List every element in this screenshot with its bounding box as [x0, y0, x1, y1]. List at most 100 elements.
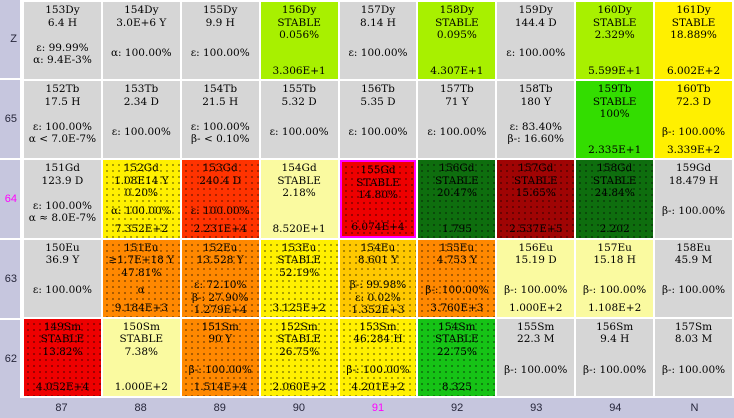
decay-modes: ε: 83.40% β-: 16.60% — [508, 121, 565, 146]
nuclide-cell-157Eu[interactable]: 157Eu 15.18 H β-: 100.00% 1.108E+2 — [576, 239, 654, 317]
decay-modes: ε: 100.00% — [348, 126, 407, 139]
nuclide-cell-155Dy[interactable]: 155Dy 9.9 H ε: 100.00% — [181, 2, 259, 80]
nuclide-cell-152Sm[interactable]: 152Sm STABLE 26.75% 2.060E+2 — [260, 318, 338, 396]
nuclide-name: 152Tb — [45, 83, 80, 96]
nuclide-cell-157Gd[interactable]: 157Gd STABLE 15.65% 2.537E+5 — [497, 160, 575, 238]
nuclide-abundance: 0.095% — [436, 29, 477, 41]
nuclide-cell-156Eu[interactable]: 156Eu 15.19 D β-: 100.00% 1.000E+2 — [497, 239, 575, 317]
decay-mode: β-: 100.00% — [661, 363, 726, 376]
nuclide-cell-150Eu[interactable]: 150Eu 36.9 Y ε: 100.00% — [24, 239, 101, 317]
nuclide-halflife: 9.4 H — [600, 333, 630, 346]
nuclide-cell-153Sm[interactable]: 153Sm 46.284 H β-: 100.00% 4.201E+2 — [339, 318, 417, 396]
nuclide-cell-161Dy[interactable]: 161Dy STABLE 18.889% 6.002E+2 — [655, 2, 732, 80]
nuclide-cell-154Eu[interactable]: 154Eu 8.601 Y β-: 99.98% ε: 0.02% 1.352E+3 — [339, 239, 417, 317]
nuclide-cell-154Tb[interactable]: 154Tb 21.5 H ε: 100.00% β- < 0.10% — [181, 81, 259, 159]
nuclide-cell-156Sm[interactable]: 156Sm 9.4 H β-: 100.00% — [576, 318, 654, 396]
nuclide-cell-153Dy[interactable]: 153Dy 6.4 H ε: 99.99% α: 9.4E-3% — [24, 2, 101, 80]
nuclide-cell-158Eu[interactable]: 158Eu 45.9 M β-: 100.00% — [655, 239, 732, 317]
nuclide-cell-150Sm[interactable]: 150Sm STABLE 7.38% 1.000E+2 — [102, 318, 180, 396]
cross-section-value: 1.352E+3 — [351, 304, 405, 317]
nuclide-cell-155Eu[interactable]: 155Eu 4.753 Y β-: 100.00% 3.760E+3 — [418, 239, 496, 317]
nuclide-name: 157Dy — [360, 4, 396, 16]
nuclide-name: 155Tb — [282, 83, 316, 96]
nuclide-name: 153Sm — [359, 320, 397, 333]
decay-modes: β-: 100.00% — [583, 284, 646, 297]
decay-mode: α: 100.00% — [110, 205, 172, 218]
decay-modes: ε: 100.00% — [270, 126, 329, 139]
decay-mode: ε: 100.00% — [111, 126, 171, 139]
decay-modes: β-: 100.00% — [346, 364, 409, 377]
decay-modes: β-: 100.00% — [662, 126, 725, 139]
nuclide-name: 153Dy — [45, 4, 80, 16]
nuclide-cell-160Dy[interactable]: 160Dy STABLE 2.329% 5.599E+1 — [576, 2, 654, 80]
n-axis-label: 94 — [609, 402, 622, 414]
nuclide-name: 160Dy — [597, 4, 632, 16]
nuclide-cell-159Gd[interactable]: 159Gd 18.479 H β-: 100.00% — [655, 160, 732, 238]
z-axis-label: 63 — [0, 240, 20, 318]
nuclide-name: 151Gd — [44, 162, 81, 175]
nuclide-cell-149Sm[interactable]: 149Sm STABLE 13.82% 4.052E+4 — [24, 318, 101, 396]
cross-section-value: 1.279E+4 — [193, 304, 247, 317]
cross-section-value: 8.520E+1 — [272, 223, 326, 236]
nuclide-cell-158Dy[interactable]: 158Dy STABLE 0.095% 4.307E+1 — [418, 2, 496, 80]
nuclide-cell-152Tb[interactable]: 152Tb 17.5 H ε: 100.00% α < 7.0E-7% — [24, 81, 101, 159]
nuclide-abundance: 7.38% — [124, 345, 158, 358]
cross-section-value: 3.760E+3 — [430, 302, 484, 315]
nuclide-cell-153Gd[interactable]: 153Gd 240.4 D ε: 100.00% 2.231E+4 — [181, 160, 259, 238]
decay-modes: β-: 100.00% — [583, 364, 646, 377]
decay-mode: β- < 0.10% — [190, 133, 250, 146]
nuclide-name: 154Eu — [360, 241, 396, 254]
nuclide-cell-155Tb[interactable]: 155Tb 5.32 D ε: 100.00% — [260, 81, 338, 159]
decay-mode: ε: 100.00% — [32, 284, 92, 297]
n-axis-label: 93 — [530, 402, 543, 414]
nuclide-cell-160Tb[interactable]: 160Tb 72.3 D β-: 100.00% 3.339E+2 — [655, 81, 732, 159]
cross-section-value: 2.335E+1 — [588, 143, 642, 156]
nuclide-name: 157Sm — [674, 320, 713, 333]
nuclide-cell-157Tb[interactable]: 157Tb 71 Y ε: 100.00% — [418, 81, 496, 159]
nuclide-cell-158Tb[interactable]: 158Tb 180 Y ε: 83.40% β-: 16.60% — [497, 81, 575, 159]
nuclide-halflife: 17.5 H — [44, 95, 81, 108]
nuclide-halflife: 144.4 D — [514, 16, 557, 29]
decay-mode: ε: 100.00% — [32, 120, 92, 133]
cross-section-value: 3.125E+2 — [272, 302, 326, 315]
nuclide-cell-154Sm[interactable]: 154Sm STABLE 22.75% 8.325 — [418, 318, 496, 396]
nuclide-cell-158Gd[interactable]: 158Gd STABLE 24.84% 2.202 — [576, 160, 654, 238]
nuclide-cell-155Gd[interactable]: 155Gd STABLE 14.80% 6.074E+4 — [339, 160, 417, 238]
nuclide-cell-152Eu[interactable]: 152Eu 13.528 Y ε: 72.10% β-: 27.90% 1.279E+4 — [181, 239, 259, 317]
nuclide-cell-153Tb[interactable]: 153Tb 2.34 D ε: 100.00% — [102, 81, 180, 159]
decay-modes: ε: 100.00% — [191, 205, 250, 218]
nuclide-halflife: 6.4 H — [47, 16, 78, 29]
nuclide-cell-153Eu[interactable]: 153Eu STABLE 52.19% 3.125E+2 — [260, 239, 338, 317]
nuclide-cell-159Dy[interactable]: 159Dy 144.4 D ε: 100.00% — [497, 2, 575, 80]
z-axis-label: Z — [0, 0, 20, 78]
nuclide-cell-156Gd[interactable]: 156Gd STABLE 20.47% 1.795 — [418, 160, 496, 238]
nuclide-cell-156Dy[interactable]: 156Dy STABLE 0.056% 3.306E+1 — [260, 2, 338, 80]
decay-mode: β-: 27.90% — [191, 291, 249, 304]
nuclide-cell-157Dy[interactable]: 157Dy 8.14 H ε: 100.00% — [339, 2, 417, 80]
nuclide-cell-155Sm[interactable]: 155Sm 22.3 M β-: 100.00% — [497, 318, 575, 396]
nuclide-abundance: 22.75% — [436, 345, 477, 358]
nuclide-cell-154Gd[interactable]: 154Gd STABLE 2.18% 8.520E+1 — [260, 160, 338, 238]
nuclide-halflife: 240.4 D — [199, 174, 242, 187]
cross-section-value: 6.002E+2 — [666, 64, 721, 77]
decay-mode: ε: 100.00% — [269, 126, 329, 139]
nuclide-halflife: STABLE — [356, 176, 400, 189]
decay-mode: β-: 100.00% — [583, 284, 647, 297]
nuclide-cell-151Eu[interactable]: 151Eu ≥1.7E+18 Y 47.81% α 9.184E+3 — [102, 239, 180, 317]
nuclide-halflife: 72.3 D — [675, 95, 712, 108]
nuclide-cell-151Gd[interactable]: 151Gd 123.9 D ε: 100.00% α ≈ 8.0E-7% — [24, 160, 101, 238]
nuclide-abundance: 20.47% — [436, 187, 477, 200]
nuclide-cell-152Gd[interactable]: 152Gd 1.08E14 Y 0.20% α: 100.00% 7.352E+2 — [102, 160, 180, 238]
nuclide-cell-154Dy[interactable]: 154Dy 3.0E+6 Y α: 100.00% — [102, 2, 180, 80]
nuclide-halflife: 45.9 M — [674, 254, 713, 267]
decay-mode: α: 9.4E-3% — [33, 54, 92, 66]
decay-mode: ε: 100.00% — [348, 46, 408, 59]
decay-mode: β-: 100.00% — [425, 284, 489, 297]
cross-section-value: 2.231E+4 — [193, 223, 247, 236]
nuclide-cell-157Sm[interactable]: 157Sm 8.03 M β-: 100.00% — [655, 318, 732, 396]
nuclide-abundance: 52.19% — [279, 266, 320, 279]
nuclide-cell-151Sm[interactable]: 151Sm 90 Y β-: 100.00% 1.514E+4 — [181, 318, 259, 396]
nuclide-name: 154Sm — [438, 320, 476, 333]
nuclide-cell-159Tb[interactable]: 159Tb STABLE 100% 2.335E+1 — [576, 81, 654, 159]
nuclide-cell-156Tb[interactable]: 156Tb 5.35 D ε: 100.00% — [339, 81, 417, 159]
